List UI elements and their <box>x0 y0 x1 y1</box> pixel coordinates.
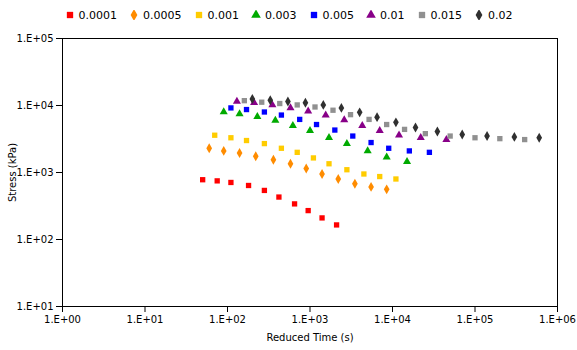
svg-text:1.E+01: 1.E+01 <box>17 301 54 312</box>
html-text:0.0001: 0.0001 <box>78 8 117 22</box>
svg-text:1.E+02: 1.E+02 <box>17 234 54 245</box>
svg-text:1.E+02: 1.E+02 <box>209 314 246 325</box>
svg-text:1.E+01: 1.E+01 <box>127 314 164 325</box>
svg-text:1.E+05: 1.E+05 <box>457 314 494 325</box>
html-text:0.015: 0.015 <box>430 8 462 22</box>
svg-text:1.E+04: 1.E+04 <box>374 314 411 325</box>
html-text:0.0005: 0.0005 <box>143 8 182 22</box>
svg-text:1.E+05: 1.E+05 <box>17 33 54 44</box>
svg-text:1.E+04: 1.E+04 <box>17 100 54 111</box>
html-text:0.02: 0.02 <box>488 8 513 22</box>
html-text:0.01: 0.01 <box>380 8 405 22</box>
svg-text:1.E+03: 1.E+03 <box>292 314 329 325</box>
html-text:0.003: 0.003 <box>265 8 297 22</box>
svg-text:1.E+06: 1.E+06 <box>539 314 576 325</box>
svg-text:1.E+03: 1.E+03 <box>17 167 54 178</box>
svg-text:Reduced Time (s): Reduced Time (s) <box>266 332 353 343</box>
svg-text:1.E+00: 1.E+00 <box>44 314 81 325</box>
html-text:0.005: 0.005 <box>322 8 354 22</box>
svg-text:Stress (kPa): Stress (kPa) <box>7 143 18 202</box>
html-text:0.001: 0.001 <box>207 8 239 22</box>
